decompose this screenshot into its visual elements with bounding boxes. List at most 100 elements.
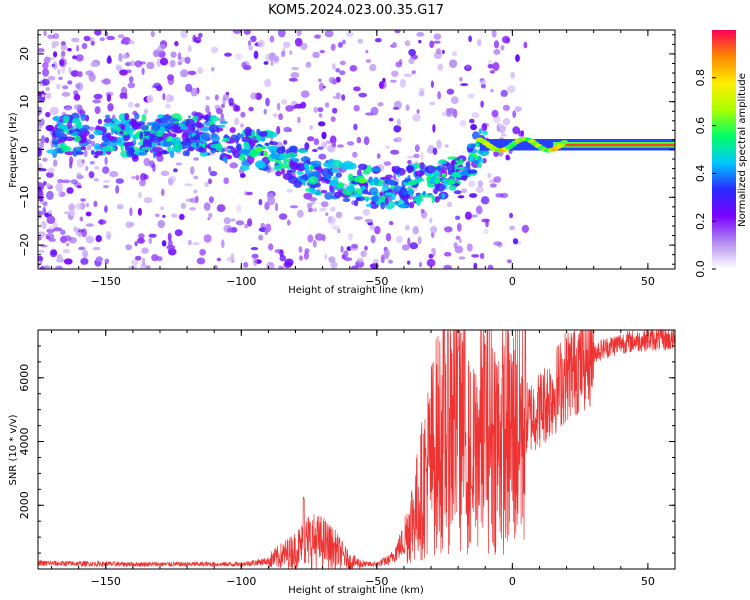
spectrogram-cell bbox=[364, 218, 374, 223]
spectrogram-cell bbox=[93, 178, 100, 182]
spectrogram-cell bbox=[512, 238, 519, 245]
spectrogram-cell bbox=[308, 197, 318, 202]
spectrogram-cell bbox=[180, 126, 189, 130]
spectrogram-cell bbox=[441, 173, 446, 178]
spectrogram-cell bbox=[353, 188, 365, 196]
spectrogram-cell bbox=[263, 108, 267, 115]
spectrogram-cell bbox=[46, 171, 54, 178]
spectrogram-cell bbox=[128, 76, 134, 83]
spectrogram-cell bbox=[188, 239, 192, 246]
spectrogram-cell bbox=[209, 120, 216, 126]
spectrogram-cell bbox=[332, 63, 336, 70]
spectrogram-cell bbox=[351, 243, 358, 249]
y-tick-label: 10 bbox=[18, 95, 31, 109]
spectrogram-cell bbox=[346, 30, 354, 37]
spectrogram-cell bbox=[68, 67, 72, 75]
spectrogram-cell bbox=[337, 42, 343, 48]
spectrogram-cell bbox=[465, 64, 471, 70]
x-tick-label: −100 bbox=[226, 575, 256, 588]
spectrogram-cell bbox=[492, 62, 500, 71]
spectrogram-cell bbox=[90, 140, 96, 147]
spectrogram-cell bbox=[80, 198, 86, 202]
colorbar-tick-label: 0.2 bbox=[694, 212, 707, 230]
spectrogram-cell bbox=[394, 30, 401, 34]
spectrogram-cell bbox=[205, 96, 210, 101]
spectrogram-cell bbox=[471, 143, 476, 149]
spectrogram-cell bbox=[289, 205, 299, 209]
spectrogram-cell bbox=[360, 185, 367, 191]
spectrogram-cell bbox=[253, 50, 259, 59]
spectrogram-cell bbox=[90, 61, 99, 67]
spectrogram-cell bbox=[83, 35, 91, 42]
spectrogram-cell bbox=[497, 123, 502, 127]
spectrogram-cell bbox=[277, 265, 282, 269]
spectrogram-cell bbox=[321, 131, 327, 140]
spectrogram-cell bbox=[443, 264, 453, 269]
spectrogram-cell bbox=[76, 45, 80, 52]
spectrogram-cell bbox=[457, 195, 465, 199]
y-tick-label: 4000 bbox=[18, 428, 31, 456]
spectrogram-cell bbox=[157, 114, 164, 119]
spectrogram-cell bbox=[473, 262, 478, 269]
spectrogram-cell bbox=[157, 136, 163, 143]
spectrogram-cell bbox=[441, 49, 445, 55]
spectrogram-cell bbox=[208, 166, 212, 173]
spectrogram-cell bbox=[449, 59, 458, 68]
spectrogram-cell bbox=[312, 148, 318, 153]
spectrogram-cell bbox=[205, 105, 210, 114]
spectrogram-cell bbox=[266, 131, 278, 138]
spectrogram-cell bbox=[227, 227, 234, 233]
spectrogram-cell bbox=[190, 87, 199, 97]
spectrogram-cell bbox=[310, 200, 316, 205]
spectrogram-cell bbox=[483, 228, 489, 234]
spectrogram-cell bbox=[430, 80, 434, 88]
snr-panel: −150 −100 −50 0 50 2000 4000 6000 Height of st… bbox=[8, 329, 676, 596]
spectrogram-cell bbox=[521, 224, 530, 233]
spectrogram-x-label: Height of straight line (km) bbox=[288, 285, 424, 296]
spectrogram-cell bbox=[502, 118, 511, 126]
spectrogram-cell bbox=[73, 104, 82, 110]
spectrogram-cell bbox=[401, 244, 410, 251]
spectrogram-cell bbox=[383, 161, 392, 166]
spectrogram-cell bbox=[432, 147, 438, 155]
spectrogram-cell bbox=[309, 187, 316, 195]
spectrogram-cell bbox=[309, 125, 313, 130]
spectrogram-cell bbox=[143, 157, 151, 167]
spectrogram-cell bbox=[474, 156, 480, 160]
spectrogram-cell bbox=[85, 235, 95, 244]
spectrogram-cell bbox=[509, 212, 514, 219]
spectrogram-cell bbox=[343, 257, 353, 262]
spectrogram-cell bbox=[187, 70, 197, 76]
spectrogram-cell bbox=[307, 176, 319, 185]
spectrogram-cell bbox=[357, 38, 364, 44]
spectrogram-cell bbox=[335, 92, 341, 100]
spectrogram-cell bbox=[139, 179, 146, 187]
spectrogram-cell bbox=[62, 235, 72, 242]
spectrogram-cell bbox=[165, 94, 173, 103]
spectrogram-cell bbox=[38, 255, 44, 262]
spectrogram-cell bbox=[180, 30, 188, 39]
spectrogram-cell bbox=[312, 239, 317, 248]
spectrogram-cell bbox=[469, 193, 478, 198]
spectrogram-cell bbox=[274, 202, 279, 212]
spectrogram-cell bbox=[377, 102, 384, 107]
spectrogram-cell bbox=[38, 191, 44, 198]
spectrogram-cell bbox=[134, 255, 142, 261]
spectrogram-cell bbox=[407, 237, 411, 246]
spectrogram-cell bbox=[183, 145, 190, 149]
spectrogram-cell bbox=[374, 226, 381, 235]
spectrogram-cell bbox=[426, 258, 436, 267]
spectrogram-cell bbox=[478, 128, 483, 135]
spectrogram-cell bbox=[174, 229, 183, 237]
spectrogram-cell bbox=[318, 113, 323, 118]
spectrogram-cell bbox=[72, 117, 81, 124]
spectrogram-cell bbox=[475, 186, 484, 194]
spectrogram-cell bbox=[429, 101, 436, 106]
spectrogram-cell bbox=[331, 142, 337, 148]
spectrogram-cell bbox=[219, 120, 228, 125]
spectrogram-cell bbox=[390, 184, 395, 189]
spectrogram-cell bbox=[104, 156, 108, 165]
colorbar-tick: 0.0 bbox=[694, 260, 716, 278]
spectrogram-cell bbox=[119, 131, 124, 135]
